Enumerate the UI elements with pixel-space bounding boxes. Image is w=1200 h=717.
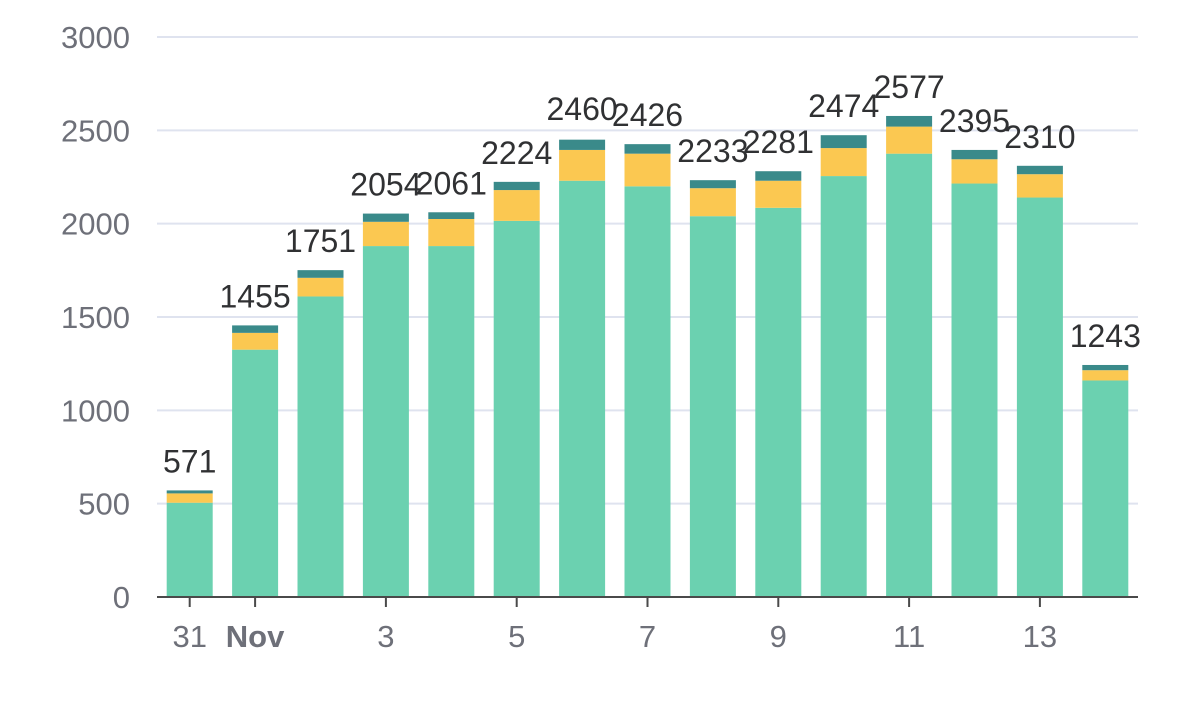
bar-segment-series-2 [297,277,344,297]
bar-segment-series-1 [886,153,933,597]
x-tick-label: 5 [508,619,525,654]
bar-segment-series-3 [1016,165,1063,175]
bar-total-label: 2224 [481,135,552,171]
bar-total-label: 2460 [547,91,618,127]
bar-segment-series-2 [951,159,998,184]
bar-total-label: 2577 [874,69,945,105]
bar-total-label: 1751 [285,223,356,259]
bar-stack [1082,364,1129,597]
bar-segment-series-2 [755,180,802,208]
bar-stack [362,213,409,598]
bar-stack [232,325,279,597]
x-tick-label: 11 [893,619,925,654]
x-tick-label: 7 [639,619,656,654]
bar-segment-series-2 [1016,174,1063,198]
bar-segment-series-3 [689,180,736,189]
x-tick-label: 31 [172,619,206,654]
x-tick-label: Nov [226,619,285,654]
bar-segment-series-2 [166,493,213,503]
x-axis-ticks: 31 Nov 3 5 7 9 11 13 [172,597,1057,654]
bar-segment-series-3 [624,144,671,154]
bar-segment-series-1 [624,186,671,598]
bar-segment-series-1 [1016,197,1063,598]
bar-stack [166,490,213,597]
bar-segment-series-1 [297,296,344,597]
bar-total-label: 1243 [1070,318,1141,354]
bar-segment-series-1 [232,349,279,597]
bar-stack [1016,165,1063,598]
bar-total-label: 571 [163,443,216,479]
bars [166,115,1129,598]
bar-segment-series-3 [297,270,344,278]
bar-total-label: 2054 [350,167,421,203]
y-tick-label: 3000 [61,20,130,55]
bar-segment-series-2 [232,332,279,350]
bar-stack [755,171,802,598]
bar-total-label: 2310 [1004,119,1075,155]
y-tick-label: 2500 [61,113,130,148]
bar-segment-series-3 [1082,364,1129,371]
bar-segment-series-3 [493,181,540,191]
bar-stack [297,270,344,597]
bar-segment-series-1 [428,246,475,598]
bar-segment-series-2 [886,126,933,154]
bar-segment-series-2 [559,149,606,181]
bar-stack [428,212,475,598]
bar-segment-series-3 [362,213,409,222]
x-tick-label: 13 [1023,619,1057,654]
bar-stack [886,115,933,597]
bar-stack [689,180,736,597]
bar-segment-series-1 [951,183,998,598]
bar-segment-series-1 [362,246,409,598]
bar-segment-series-1 [689,216,736,597]
bar-total-label: 2395 [939,103,1010,139]
bar-stack [624,144,671,598]
y-tick-label: 1500 [61,300,130,335]
bar-segment-series-1 [820,176,867,598]
bar-stack [559,139,606,597]
bar-segment-series-1 [493,220,540,597]
bar-total-label: 1455 [220,278,291,314]
bar-segment-series-3 [820,135,867,149]
bar-segment-series-3 [755,171,802,181]
y-tick-label: 1000 [61,393,130,428]
bar-segment-series-2 [362,221,409,247]
bar-segment-series-1 [166,502,213,597]
bar-segment-series-2 [1082,370,1129,381]
bar-segment-series-2 [493,190,540,221]
bar-stack [951,149,998,598]
bar-segment-series-1 [559,180,606,597]
bar-segment-series-3 [428,212,475,219]
bar-total-label: 2426 [612,97,683,133]
x-tick-label: 3 [377,619,394,654]
bar-total-label: 2233 [677,133,748,169]
y-tick-label: 500 [78,487,130,522]
bar-segment-series-3 [951,149,998,160]
bar-total-label: 2281 [743,124,814,160]
y-tick-label: 2000 [61,207,130,242]
bar-segment-series-3 [559,139,606,150]
bar-stack [493,181,540,597]
bar-segment-series-1 [755,207,802,598]
y-tick-label: 0 [113,580,130,615]
y-axis-ticks: 0 500 1000 1500 2000 2500 3000 [61,20,130,615]
bar-segment-series-2 [689,188,736,217]
bar-segment-series-2 [428,219,475,247]
total-labels: 5711455175120542061222424602426223322812… [163,69,1141,479]
bar-total-label: 2474 [808,88,879,124]
bar-segment-series-2 [624,153,671,187]
bar-segment-series-3 [232,325,279,333]
bar-stack [820,135,867,598]
bar-segment-series-2 [820,148,867,177]
bar-segment-series-3 [166,490,213,494]
x-tick-label: 9 [770,619,787,654]
bar-segment-series-3 [886,115,933,127]
bar-total-label: 2061 [416,165,487,201]
bar-segment-series-1 [1082,380,1129,597]
